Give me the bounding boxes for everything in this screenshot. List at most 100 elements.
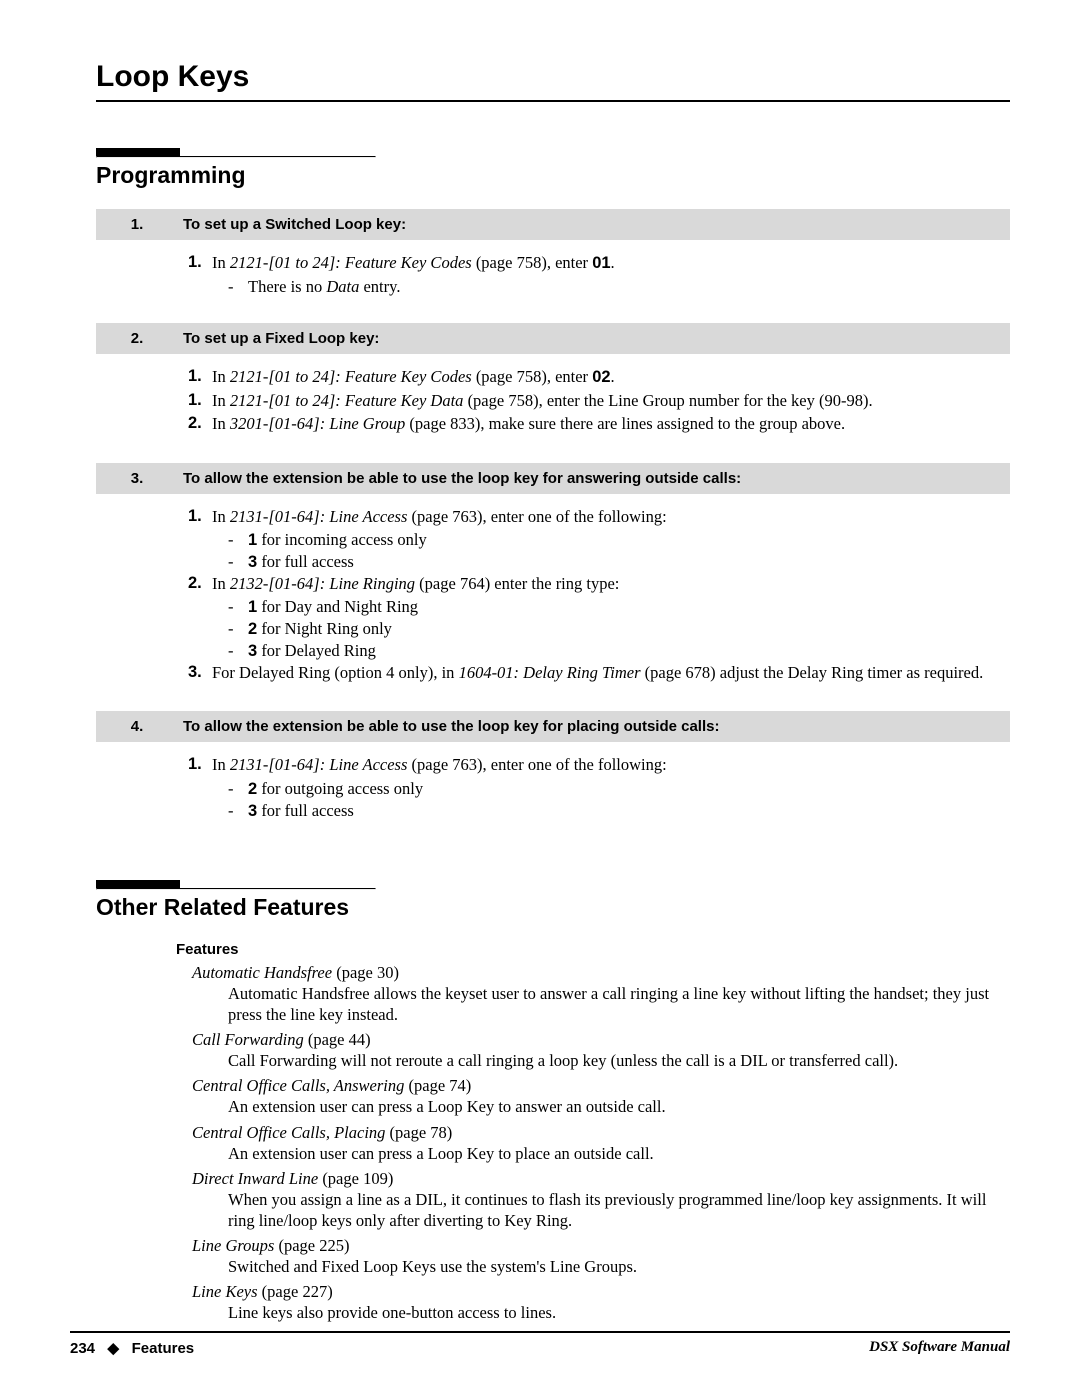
footer-section: Features [132,1340,195,1357]
section-thin-rule [96,888,376,890]
title-rule [96,100,1010,102]
footer-rule [70,1331,1010,1333]
sub-text: 1 for Day and Night Ring [248,596,998,618]
sub-list-item: -2 for outgoing access only [188,778,998,800]
feature-item: Line Groups (page 225)Switched and Fixed… [192,1235,1010,1277]
list-item-number: 2. [188,573,212,594]
step-block: 4.To allow the extension be able to use … [96,711,1010,835]
programming-section: Programming 1.To set up a Switched Loop … [96,138,1010,836]
section-thin-rule [96,156,376,158]
list-item-text: In 2131-[01-64]: Line Access (page 763),… [212,754,998,775]
sub-list-item: -3 for Delayed Ring [188,640,998,662]
feature-title-line: Central Office Calls, Placing (page 78) [192,1122,1010,1143]
footer-manual-title: DSX Software Manual [869,1339,1010,1357]
sub-dash: - [228,800,248,822]
page-footer: 234 ◆ Features DSX Software Manual [70,1331,1010,1357]
list-item-text: In 2121-[01 to 24]: Feature Key Data (pa… [212,390,998,411]
related-section: Other Related Features Features Automati… [96,870,1010,1324]
step-title: To allow the extension be able to use th… [177,712,1009,741]
step-header: 3.To allow the extension be able to use … [96,463,1010,494]
sub-dash: - [228,778,248,800]
feature-description: When you assign a line as a DIL, it cont… [192,1189,1010,1231]
step-block: 1.To set up a Switched Loop key:1.In 212… [96,209,1010,311]
feature-item: Direct Inward Line (page 109)When you as… [192,1168,1010,1231]
feature-title-line: Direct Inward Line (page 109) [192,1168,1010,1189]
list-item-number: 1. [188,754,212,775]
list-item-text: In 2121-[01 to 24]: Feature Key Codes (p… [212,366,998,388]
step-title: To allow the extension be able to use th… [177,464,1009,493]
page-title: Loop Keys [96,60,1010,94]
feature-title: Central Office Calls, Answering [192,1076,404,1095]
list-item-text: In 3201-[01-64]: Line Group (page 833), … [212,413,998,434]
list-item-text: For Delayed Ring (option 4 only), in 160… [212,662,998,683]
feature-title: Line Keys [192,1282,258,1301]
list-item: 1.In 2121-[01 to 24]: Feature Key Data (… [188,390,998,411]
sub-dash: - [228,551,248,573]
list-item-text: In 2121-[01 to 24]: Feature Key Codes (p… [212,252,998,274]
sub-list-item: -3 for full access [188,551,998,573]
feature-title: Automatic Handsfree [192,963,332,982]
list-item-number: 2. [188,413,212,434]
feature-item: Automatic Handsfree (page 30)Automatic H… [192,962,1010,1025]
sub-text: 3 for Delayed Ring [248,640,998,662]
sub-text: 3 for full access [248,551,998,573]
feature-description: Line keys also provide one-button access… [192,1302,1010,1323]
feature-title-line: Line Groups (page 225) [192,1235,1010,1256]
step-header: 2.To set up a Fixed Loop key: [96,323,1010,354]
feature-item: Line Keys (page 227)Line keys also provi… [192,1281,1010,1323]
step-body: 1.In 2121-[01 to 24]: Feature Key Codes … [96,354,1010,450]
sub-dash: - [228,640,248,662]
feature-description: Call Forwarding will not reroute a call … [192,1050,1010,1071]
list-item: 2.In 3201-[01-64]: Line Group (page 833)… [188,413,998,434]
step-title: To set up a Fixed Loop key: [177,324,1009,353]
list-item-number: 1. [188,506,212,527]
feature-title: Line Groups [192,1236,274,1255]
sub-text: 2 for Night Ring only [248,618,998,640]
step-body: 1.In 2131-[01-64]: Line Access (page 763… [96,742,1010,835]
step-number: 3. [97,464,177,493]
list-item-number: 1. [188,366,212,388]
section-bar [96,880,180,888]
list-item: 3.For Delayed Ring (option 4 only), in 1… [188,662,998,683]
sub-dash: - [228,276,248,297]
step-number: 2. [97,324,177,353]
footer-left: 234 ◆ Features [70,1339,194,1357]
feature-title: Central Office Calls, Placing [192,1123,385,1142]
feature-title-line: Automatic Handsfree (page 30) [192,962,1010,983]
list-item: 1.In 2121-[01 to 24]: Feature Key Codes … [188,366,998,388]
list-item-number: 1. [188,252,212,274]
step-body: 1.In 2131-[01-64]: Line Access (page 763… [96,494,1010,700]
sub-text: 1 for incoming access only [248,529,998,551]
list-item-text: In 2131-[01-64]: Line Access (page 763),… [212,506,998,527]
list-item-number: 3. [188,662,212,683]
step-header: 4.To allow the extension be able to use … [96,711,1010,742]
feature-title: Call Forwarding [192,1030,304,1049]
feature-title-line: Call Forwarding (page 44) [192,1029,1010,1050]
sub-list-item: -2 for Night Ring only [188,618,998,640]
list-item: 1.In 2121-[01 to 24]: Feature Key Codes … [188,252,998,274]
sub-text: 2 for outgoing access only [248,778,998,800]
related-heading: Other Related Features [96,894,1010,921]
sub-list-item: -3 for full access [188,800,998,822]
sub-text: 3 for full access [248,800,998,822]
footer-page-num: 234 [70,1340,95,1357]
step-number: 1. [97,210,177,239]
feature-title: Direct Inward Line [192,1169,318,1188]
list-item-text: In 2132-[01-64]: Line Ringing (page 764)… [212,573,998,594]
feature-item: Central Office Calls, Placing (page 78)A… [192,1122,1010,1164]
programming-heading: Programming [96,162,1010,189]
feature-description: Switched and Fixed Loop Keys use the sys… [192,1256,1010,1277]
sub-text: There is no Data entry. [248,276,998,297]
step-block: 3.To allow the extension be able to use … [96,463,1010,700]
sub-dash: - [228,529,248,551]
sub-list-item: -There is no Data entry. [188,276,998,297]
feature-item: Central Office Calls, Answering (page 74… [192,1075,1010,1117]
sub-dash: - [228,618,248,640]
feature-item: Call Forwarding (page 44)Call Forwarding… [192,1029,1010,1071]
list-item: 1.In 2131-[01-64]: Line Access (page 763… [188,754,998,775]
sub-dash: - [228,596,248,618]
footer-diamond: ◆ [108,1340,120,1357]
list-item: 2.In 2132-[01-64]: Line Ringing (page 76… [188,573,998,594]
features-subheading: Features [176,941,1010,958]
feature-title-line: Central Office Calls, Answering (page 74… [192,1075,1010,1096]
